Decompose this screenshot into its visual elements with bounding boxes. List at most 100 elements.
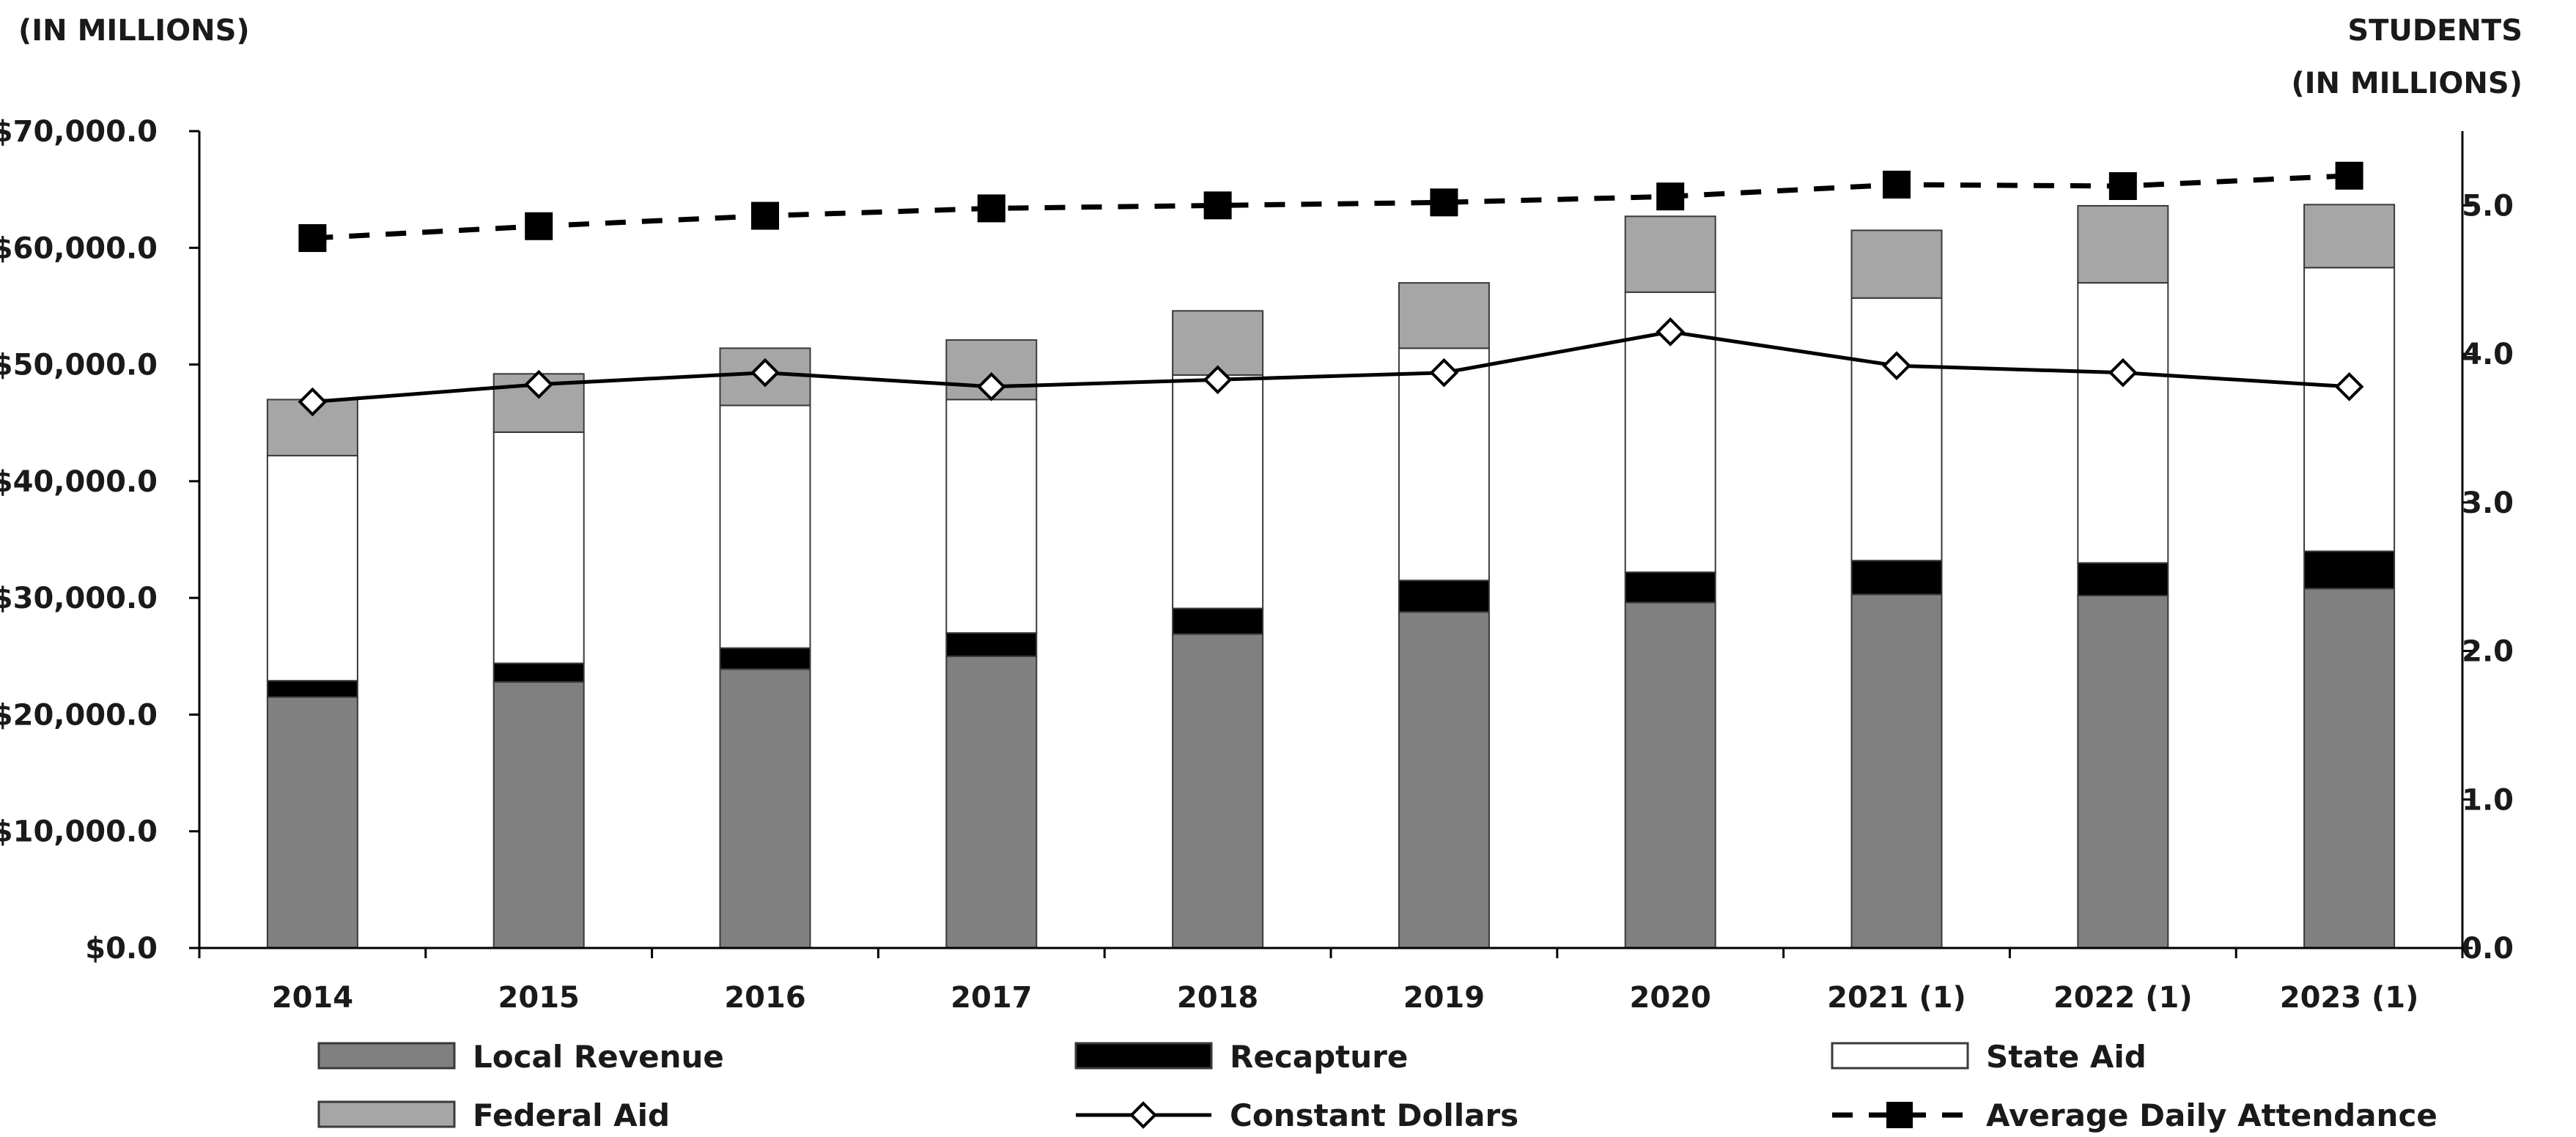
bar-recapture-2018 bbox=[1172, 607, 1264, 635]
bar-recapture-2014 bbox=[266, 680, 358, 698]
y-right-tick-label: 1.0 bbox=[2462, 783, 2514, 817]
point-constant-dollars-2015 bbox=[524, 369, 554, 399]
point-constant-dollars-2014 bbox=[298, 387, 328, 417]
bar-recapture-2021-1 bbox=[1850, 560, 1943, 596]
bar-federal-aid-2022-1 bbox=[2077, 204, 2169, 284]
point-constant-dollars-2023-1 bbox=[2334, 372, 2364, 401]
bar-local-revenue-2014 bbox=[266, 696, 358, 949]
legend-label: Local Revenue bbox=[473, 1039, 724, 1075]
y-right-tick-label: 0.0 bbox=[2462, 932, 2514, 966]
bar-local-revenue-2023-1 bbox=[2303, 588, 2396, 949]
bar-local-revenue-2021-1 bbox=[1850, 593, 1943, 949]
bar-federal-aid-2020 bbox=[1624, 215, 1716, 293]
legend-label: Constant Dollars bbox=[1230, 1097, 1518, 1133]
point-constant-dollars-2020 bbox=[1656, 317, 1686, 347]
legend-item-federal-aid: Federal Aid bbox=[317, 1097, 670, 1133]
point-average-daily-attendance-2020 bbox=[1656, 182, 1685, 211]
point-average-daily-attendance-2021-1 bbox=[1883, 170, 1911, 199]
right-axis-title-line2: (IN MILLIONS) bbox=[2291, 67, 2523, 100]
y-left-tick-label: $10,000.0 bbox=[0, 815, 158, 849]
point-constant-dollars-2016 bbox=[750, 358, 780, 388]
legend-marker bbox=[1129, 1101, 1157, 1129]
y-left-tick-label: $70,000.0 bbox=[0, 115, 158, 149]
bar-local-revenue-2016 bbox=[719, 668, 811, 949]
bars-layer bbox=[266, 204, 2396, 949]
legend-item-constant-dollars: Constant Dollars bbox=[1076, 1097, 1518, 1133]
x-tick-label: 2022 (1) bbox=[2053, 981, 2193, 1015]
bar-local-revenue-2018 bbox=[1172, 633, 1264, 949]
legend: Local Revenue Recapture State Aid Federal A… bbox=[317, 1039, 2437, 1133]
right-axis-title-line1: STUDENTS bbox=[2347, 14, 2523, 48]
point-average-daily-attendance-2016 bbox=[751, 201, 779, 230]
x-tick-label: 2023 (1) bbox=[2280, 981, 2419, 1015]
x-tick-label: 2016 bbox=[724, 981, 805, 1015]
bar-state-aid-2014 bbox=[266, 454, 358, 682]
legend-label: State Aid bbox=[1986, 1039, 2147, 1075]
bar-state-aid-2023-1 bbox=[2303, 267, 2396, 552]
point-constant-dollars-2021-1 bbox=[1882, 351, 1911, 380]
point-average-daily-attendance-2018 bbox=[1203, 191, 1232, 220]
point-constant-dollars-2018 bbox=[1203, 365, 1233, 395]
legend-label: Recapture bbox=[1230, 1039, 1408, 1075]
legend-swatch bbox=[1831, 1042, 1969, 1070]
legend-swatch bbox=[1074, 1042, 1213, 1070]
y-left-tick-label: $0.0 bbox=[85, 932, 158, 966]
point-constant-dollars-2022-1 bbox=[2108, 358, 2138, 388]
bar-state-aid-2015 bbox=[492, 432, 585, 664]
line-average-daily-attendance bbox=[312, 173, 2350, 241]
point-average-daily-attendance-2019 bbox=[1430, 188, 1458, 217]
bar-state-aid-2016 bbox=[719, 404, 811, 649]
point-constant-dollars-2019 bbox=[1429, 358, 1459, 388]
point-average-daily-attendance-2015 bbox=[525, 212, 553, 240]
legend-label: Average Daily Attendance bbox=[1986, 1097, 2437, 1133]
legend-swatch bbox=[317, 1042, 456, 1070]
legend-label: Federal Aid bbox=[473, 1097, 670, 1133]
y-left-tick-label: $30,000.0 bbox=[0, 582, 158, 615]
axes-layer: $0.0 $10,000.0 $20,000.0 $30,000.0 $40,000.0… bbox=[0, 115, 2514, 1015]
bar-state-aid-2018 bbox=[1172, 374, 1264, 610]
bar-recapture-2017 bbox=[945, 632, 1038, 657]
x-tick-label: 2021 (1) bbox=[1827, 981, 1966, 1015]
bar-local-revenue-2022-1 bbox=[2077, 595, 2169, 949]
point-constant-dollars-2017 bbox=[976, 372, 1006, 401]
x-tick-label: 2014 bbox=[272, 981, 353, 1015]
bar-local-revenue-2019 bbox=[1398, 611, 1490, 949]
point-average-daily-attendance-2022-1 bbox=[2108, 172, 2137, 201]
x-tick-label: 2018 bbox=[1177, 981, 1258, 1015]
x-tick-label: 2015 bbox=[498, 981, 580, 1015]
bar-federal-aid-2023-1 bbox=[2303, 204, 2396, 269]
bar-state-aid-2017 bbox=[945, 399, 1038, 634]
bar-recapture-2016 bbox=[719, 647, 811, 670]
left-axis-title: (IN MILLIONS) bbox=[18, 14, 250, 48]
y-right-tick-label: 2.0 bbox=[2462, 635, 2514, 669]
bar-recapture-2019 bbox=[1398, 579, 1490, 613]
bar-recapture-2022-1 bbox=[2077, 562, 2169, 597]
legend-item-local-revenue: Local Revenue bbox=[317, 1039, 724, 1075]
bar-local-revenue-2017 bbox=[945, 655, 1038, 949]
legend-item-state-aid: State Aid bbox=[1831, 1039, 2147, 1075]
y-left-tick-label: $20,000.0 bbox=[0, 698, 158, 732]
point-average-daily-attendance-2014 bbox=[298, 223, 327, 252]
x-tick-label: 2019 bbox=[1403, 981, 1485, 1015]
bar-local-revenue-2015 bbox=[492, 681, 585, 949]
legend-item-recapture: Recapture bbox=[1074, 1039, 1408, 1075]
point-average-daily-attendance-2023-1 bbox=[2335, 161, 2363, 190]
legend-marker bbox=[1886, 1102, 1913, 1128]
line-constant-dollars bbox=[312, 330, 2350, 404]
bar-recapture-2023-1 bbox=[2303, 550, 2396, 590]
legend-item-average-daily-attendance: Average Daily Attendance bbox=[1832, 1097, 2437, 1133]
bar-recapture-2015 bbox=[492, 662, 585, 683]
x-tick-label: 2017 bbox=[951, 981, 1032, 1015]
bar-recapture-2020 bbox=[1624, 571, 1716, 604]
y-right-tick-label: 4.0 bbox=[2462, 338, 2514, 371]
bar-state-aid-2022-1 bbox=[2077, 282, 2169, 564]
lines-layer bbox=[298, 161, 2364, 417]
y-left-tick-label: $40,000.0 bbox=[0, 465, 158, 499]
y-left-tick-label: $50,000.0 bbox=[0, 349, 158, 382]
y-left-tick-label: $60,000.0 bbox=[0, 232, 158, 265]
y-right-tick-label: 3.0 bbox=[2462, 486, 2514, 520]
bar-state-aid-2021-1 bbox=[1850, 297, 1943, 562]
bar-local-revenue-2020 bbox=[1624, 601, 1716, 949]
